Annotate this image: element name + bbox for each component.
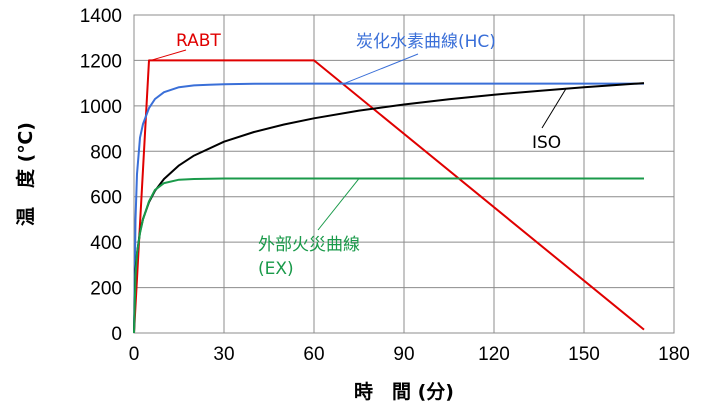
x-tick-label: 30	[213, 344, 234, 365]
series-line-hc	[133, 82, 644, 334]
y-tick-label: 1200	[80, 51, 122, 72]
x-tick-label: 90	[393, 344, 414, 365]
series-label-rabt: RABT	[176, 31, 221, 51]
y-tick-label: 1400	[80, 6, 122, 27]
y-tick-label: 0	[111, 324, 122, 345]
y-tick-label: 600	[90, 188, 122, 209]
series-line-rabt	[133, 59, 645, 334]
leader-rabt	[150, 49, 187, 61]
series-label-ex: 外部火災曲線 (EX)	[258, 235, 360, 279]
series-line-ex	[133, 177, 644, 334]
grid-lines	[134, 15, 674, 333]
y-tick-label: 400	[90, 233, 122, 254]
series-label-ex-line: (EX)	[258, 259, 294, 279]
leader-iso	[541, 88, 567, 129]
series-lines	[133, 59, 645, 334]
label-leaders	[150, 49, 567, 231]
y-axis-title: 温 度 (℃)	[14, 122, 37, 226]
series-label-ex-line: 外部火災曲線	[258, 235, 360, 255]
y-tick-label: 1000	[80, 97, 122, 118]
x-tick-label: 120	[478, 344, 510, 365]
y-tick-label: 200	[90, 279, 122, 300]
x-tick-label: 0	[129, 344, 140, 365]
series-label-hc: 炭化水素曲線(HC)	[356, 32, 496, 52]
series-label-iso: ISO	[532, 133, 561, 153]
y-tick-label: 800	[90, 142, 122, 163]
y-tick-labels: 0 200 400 600 800 1000 1200 1400	[80, 6, 122, 345]
x-tick-label: 180	[658, 344, 690, 365]
leader-hc	[343, 53, 419, 85]
x-tick-labels: 0 30 60 90 120 150 180	[129, 344, 690, 365]
x-tick-label: 150	[568, 344, 600, 365]
x-axis-title: 時 間 (分)	[354, 381, 454, 403]
x-tick-label: 60	[303, 344, 324, 365]
leader-ex	[317, 178, 360, 231]
